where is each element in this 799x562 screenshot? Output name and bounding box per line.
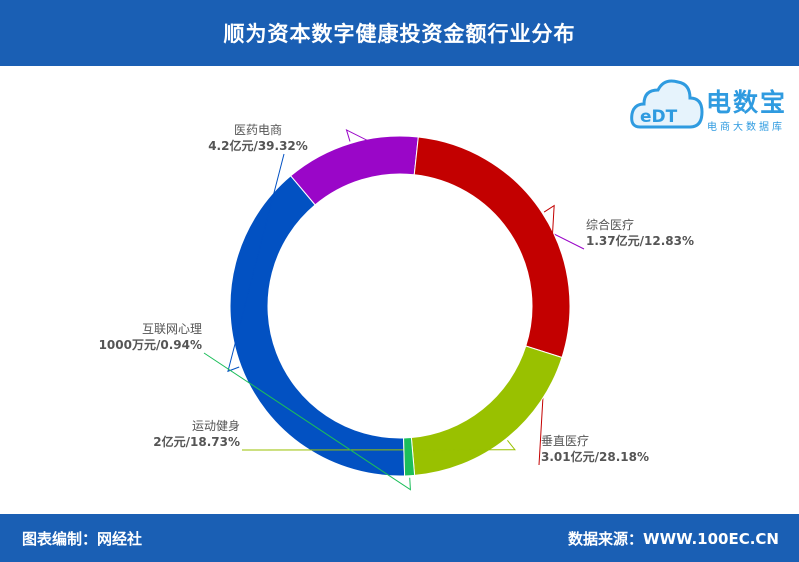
leader-line (227, 153, 285, 373)
leader-line (241, 440, 516, 451)
slice-value-label: 3.01亿元/28.18% (541, 449, 649, 464)
slice-name-label: 医药电商 (234, 122, 282, 137)
logo: eDT 电数宝 电商大数据库 (630, 72, 795, 134)
donut-slice (290, 135, 419, 206)
donut-slice (403, 436, 416, 477)
slice-value-label: 1000万元/0.94% (99, 338, 202, 352)
leader-line (203, 352, 411, 491)
slice-value-label: 4.2亿元/39.32% (208, 138, 308, 153)
logo-name: 电数宝 (706, 88, 788, 117)
logo-badge: eDT (640, 107, 678, 127)
footer-credit: 图表编制：网经社 (22, 530, 143, 548)
slice-name-label: 垂直医疗 (541, 434, 589, 448)
slice-name-label: 互联网心理 (142, 322, 202, 336)
slice-name-label: 运动健身 (192, 418, 240, 433)
logo-subtitle: 电商大数据库 (707, 122, 785, 133)
cloud-logo-icon: eDT (630, 79, 704, 129)
slice-name-label: 综合医疗 (586, 217, 634, 232)
donut-slice (229, 175, 406, 477)
chart-title: 顺为资本数字健康投资金额行业分布 (223, 22, 576, 46)
donut-slice (413, 136, 571, 359)
footer-bar: 图表编制：网经社 数据来源：WWW.100EC.CN (0, 514, 799, 562)
footer-source: 数据来源：WWW.100EC.CN (568, 530, 779, 548)
header-bar: 顺为资本数字健康投资金额行业分布 (0, 0, 799, 66)
slice-value-label: 1.37亿元/12.83% (586, 233, 694, 248)
slice-value-label: 2亿元/18.73% (153, 434, 240, 449)
